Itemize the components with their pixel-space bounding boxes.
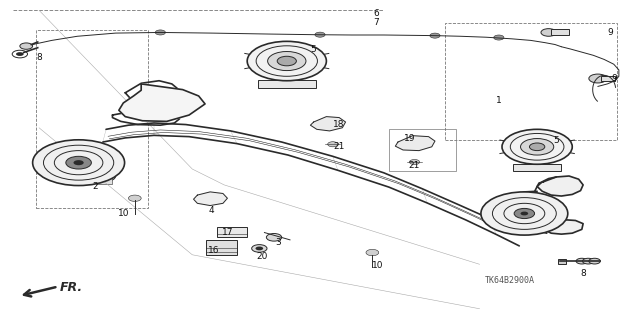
Text: 16: 16 [207, 246, 219, 255]
Text: 21: 21 [333, 142, 345, 151]
Text: 3: 3 [276, 238, 282, 247]
Text: 2: 2 [92, 182, 98, 191]
Text: 10: 10 [118, 209, 129, 218]
Bar [601, 76, 615, 81]
Bar [389, 129, 456, 171]
Circle shape [266, 234, 282, 241]
Bar [445, 23, 617, 140]
Bar [97, 178, 112, 184]
Circle shape [74, 160, 84, 165]
Circle shape [589, 258, 600, 264]
Text: 4: 4 [209, 206, 214, 215]
Text: 20: 20 [257, 252, 268, 261]
Circle shape [520, 211, 528, 215]
Circle shape [156, 30, 166, 35]
Circle shape [129, 195, 141, 201]
Polygon shape [543, 220, 583, 234]
Text: 18: 18 [333, 120, 345, 129]
Circle shape [20, 43, 33, 49]
Polygon shape [310, 117, 346, 131]
Circle shape [481, 192, 568, 235]
Circle shape [33, 140, 125, 186]
Circle shape [93, 170, 116, 182]
Circle shape [328, 142, 338, 147]
Polygon shape [537, 176, 583, 196]
Text: 19: 19 [404, 134, 415, 143]
Circle shape [502, 129, 572, 164]
Circle shape [277, 56, 296, 66]
Text: 7: 7 [373, 19, 379, 27]
Text: FR.: FR. [60, 281, 83, 294]
Circle shape [493, 35, 504, 40]
Circle shape [366, 249, 379, 256]
Bar [216, 227, 247, 237]
Text: 6: 6 [373, 9, 379, 18]
Circle shape [98, 173, 111, 179]
Polygon shape [193, 192, 227, 205]
Circle shape [582, 258, 594, 264]
Circle shape [410, 160, 420, 165]
Circle shape [430, 33, 440, 38]
Text: 9: 9 [608, 28, 614, 37]
Bar [558, 259, 566, 264]
Circle shape [529, 143, 545, 151]
Text: 10: 10 [372, 261, 383, 271]
Circle shape [541, 29, 556, 36]
Circle shape [268, 51, 306, 70]
Text: TK64B2900A: TK64B2900A [484, 276, 535, 285]
Circle shape [315, 32, 325, 37]
Text: 8: 8 [581, 269, 587, 278]
Text: 5: 5 [311, 45, 317, 55]
Circle shape [152, 94, 159, 98]
Bar [206, 240, 237, 256]
Text: 21: 21 [409, 161, 420, 170]
Circle shape [576, 258, 588, 264]
Circle shape [255, 247, 263, 250]
Text: 5: 5 [554, 136, 559, 145]
Circle shape [520, 138, 554, 155]
Circle shape [66, 156, 92, 169]
Text: 1: 1 [496, 96, 502, 105]
Bar [551, 29, 569, 35]
Bar [36, 30, 148, 208]
Circle shape [247, 41, 326, 81]
Polygon shape [396, 136, 435, 151]
Bar [258, 80, 316, 88]
Bar [513, 164, 561, 171]
Text: 8: 8 [36, 53, 42, 62]
Circle shape [514, 208, 534, 219]
Circle shape [589, 74, 607, 83]
Circle shape [16, 52, 24, 56]
Text: 9: 9 [611, 74, 616, 83]
Circle shape [252, 245, 267, 252]
Text: 17: 17 [221, 228, 233, 237]
Polygon shape [119, 84, 205, 122]
